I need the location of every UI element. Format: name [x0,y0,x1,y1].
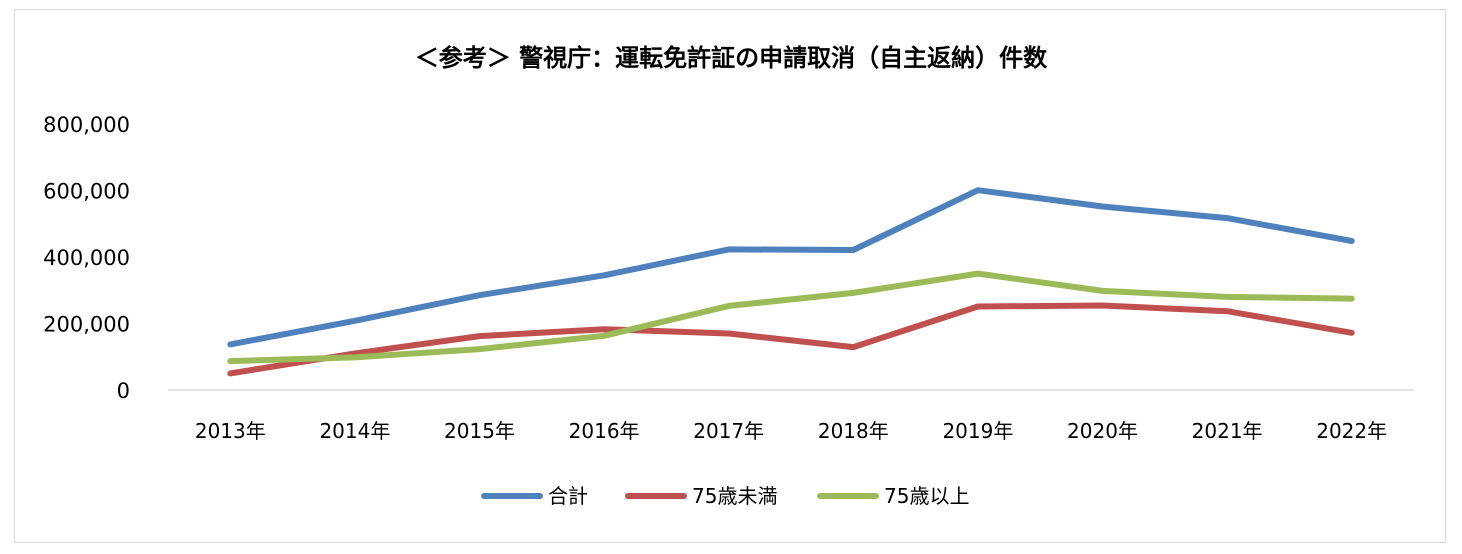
x-tick-label: 2018年 [818,419,889,443]
y-tick-label: 0 [117,379,130,403]
x-tick-label: 2019年 [942,419,1013,443]
legend-label-0: 合計 [548,484,588,508]
chart-title: ＜参考＞ 警視庁：運転免許証の申請取消（自主返納）件数 [415,44,1048,72]
x-axis-ticks: 2013年 2014年 2015年 2016年 2017年 2018年 2019年 2020年… [195,419,1387,443]
y-tick-label: 800,000 [43,113,130,137]
legend-label-1: 75歳未満 [692,484,777,508]
x-tick-label: 2021年 [1192,419,1263,443]
legend: 合計 75歳未満 75歳以上 [481,484,969,508]
y-tick-label: 600,000 [43,180,130,204]
x-tick-label: 2020年 [1067,419,1138,443]
series-line-2 [227,270,1355,365]
series-line-1 [227,302,1355,377]
x-tick-label: 2022年 [1316,419,1387,443]
x-tick-label: 2016年 [569,419,640,443]
series-line-0 [227,187,1355,348]
chart-frame [14,9,1446,543]
legend-label-2: 75歳以上 [884,484,969,508]
series-lines [227,187,1355,377]
y-axis-ticks: 0 200,000 400,000 600,000 800,000 [43,113,130,403]
x-tick-label: 2015年 [444,419,515,443]
y-tick-label: 200,000 [43,313,130,337]
x-tick-label: 2014年 [319,419,390,443]
x-tick-label: 2017年 [693,419,764,443]
y-tick-label: 400,000 [43,246,130,270]
x-tick-label: 2013年 [195,419,266,443]
